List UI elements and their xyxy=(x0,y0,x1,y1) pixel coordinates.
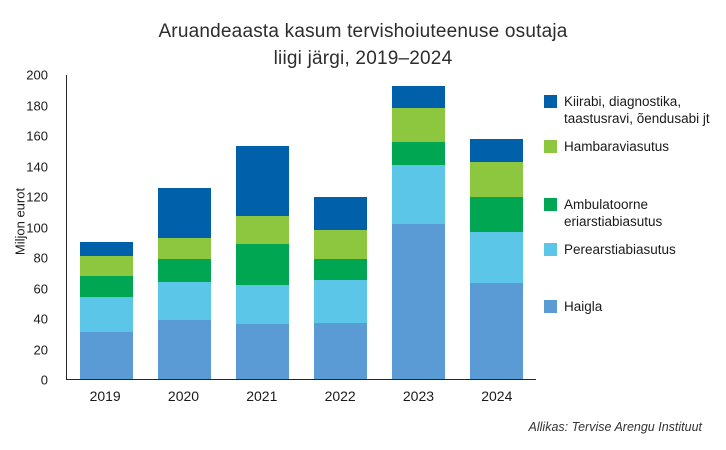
y-tick-label: 20 xyxy=(33,342,48,357)
legend-swatch xyxy=(544,198,557,211)
y-tick-label: 180 xyxy=(26,98,48,113)
legend-item-perearstiabiasutus: Perearstiabiasutus xyxy=(544,241,722,258)
y-tick-label: 160 xyxy=(26,128,48,144)
y-tick-label: 60 xyxy=(33,281,48,296)
bar-segment xyxy=(79,275,133,297)
x-axis-label: 2024 xyxy=(481,388,513,404)
bar-segment xyxy=(79,331,133,379)
legend-swatch xyxy=(544,300,557,313)
legend-label: Kiirabi, diagnostika, taastusravi, õendu… xyxy=(564,94,710,126)
bar-segment xyxy=(314,196,368,231)
x-axis-label: 2022 xyxy=(324,388,356,404)
bar-segment xyxy=(392,85,446,109)
legend-item-kiirabi: Kiirabi, diagnostika, taastusravi, õendu… xyxy=(544,93,722,127)
bar-segment xyxy=(392,108,446,142)
x-axis-label: 2021 xyxy=(246,388,278,404)
y-tick-label: 120 xyxy=(26,189,48,205)
legend-label: Hambaraviasutus xyxy=(564,139,670,154)
bar-segment xyxy=(314,280,368,323)
bar-segment xyxy=(314,230,368,259)
x-axis-label: 2023 xyxy=(402,388,435,404)
bar-segment xyxy=(470,196,524,232)
bar-segment xyxy=(157,187,211,238)
x-axis-label: 2020 xyxy=(167,388,200,404)
legend-swatch xyxy=(544,95,557,108)
legend: Kiirabi, diagnostika, taastusravi, õendu… xyxy=(544,93,722,315)
bar-segment xyxy=(470,231,524,284)
bar-segment xyxy=(235,324,289,379)
chart-title-line1: Aruandeaasta kasum tervishoiuteenuse osu… xyxy=(158,21,568,42)
legend-swatch xyxy=(544,243,557,256)
y-tick-label: 140 xyxy=(26,159,48,174)
bar-2020 xyxy=(157,75,211,379)
bar-segment xyxy=(235,243,289,285)
y-tick-label: 100 xyxy=(26,220,48,235)
y-tick-label: 40 xyxy=(33,311,48,327)
chart-title-line2: liigi järgi, 2019–2024 xyxy=(273,48,453,69)
legend-label: Perearstiabiasutus xyxy=(564,242,676,257)
bar-segment xyxy=(235,146,289,217)
bar-segment xyxy=(470,161,524,197)
legend-item-hambaraviasutus: Hambaraviasutus xyxy=(544,138,722,155)
legend-label: Ambulatoorne eriarstiabiasutus xyxy=(564,197,663,229)
bar-segment xyxy=(470,283,524,379)
bar-segment xyxy=(235,216,289,244)
chart-title: Aruandeaasta kasum tervishoiuteenuse osu… xyxy=(0,18,726,72)
y-tick-label: 200 xyxy=(26,67,48,83)
x-axis-label: 2019 xyxy=(89,388,121,404)
bar-2019 xyxy=(79,75,133,379)
bar-segment xyxy=(157,319,211,379)
bar-2022 xyxy=(314,75,368,379)
bar-2024 xyxy=(470,75,524,379)
bar-segment xyxy=(392,141,446,165)
y-tick-label: 0 xyxy=(40,372,48,388)
bars xyxy=(67,75,536,379)
legend-item-haigla: Haigla xyxy=(544,298,722,315)
legend-item-ambulatoorne-eriarstiabiasutus: Ambulatoorne eriarstiabiasutus xyxy=(544,196,722,230)
bar-2021 xyxy=(235,75,289,379)
bar-segment xyxy=(314,322,368,379)
plot-area xyxy=(66,75,536,380)
bar-segment xyxy=(79,242,133,256)
bar-segment xyxy=(157,281,211,320)
bar-segment xyxy=(392,164,446,224)
bar-segment xyxy=(157,237,211,259)
source-note: Allikas: Tervise Arengu Instituut xyxy=(528,420,702,434)
bar-2023 xyxy=(392,75,446,379)
bar-segment xyxy=(314,258,368,281)
y-tick-label: 80 xyxy=(33,250,48,266)
bar-segment xyxy=(79,255,133,276)
bar-segment xyxy=(157,258,211,282)
bar-segment xyxy=(392,223,446,379)
y-axis-ticks: 0 20 40 60 80 100 120 140 160 180 200 xyxy=(0,68,58,388)
legend-swatch xyxy=(544,140,557,153)
x-axis-labels: 2019 2020 2021 2022 2023 2024 xyxy=(66,388,536,404)
bar-segment xyxy=(79,296,133,332)
legend-label: Haigla xyxy=(564,299,603,314)
bar-segment xyxy=(235,284,289,325)
bar-segment xyxy=(470,138,524,162)
